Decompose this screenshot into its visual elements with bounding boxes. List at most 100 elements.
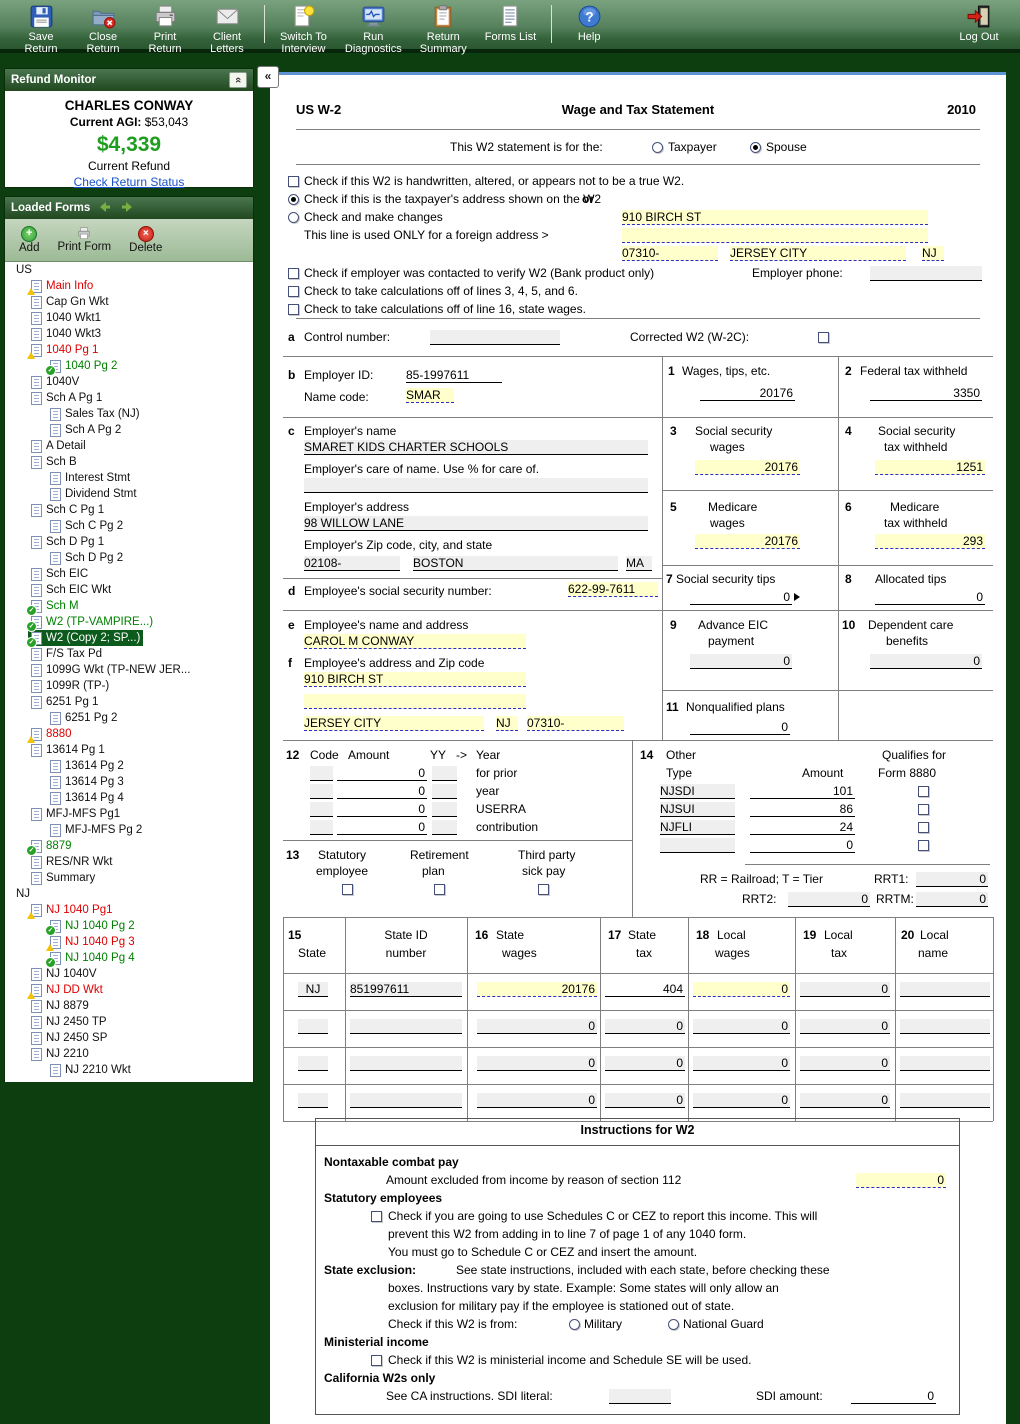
next-form-arrow[interactable]	[120, 201, 134, 216]
tree-item[interactable]: Interest Stmt	[5, 470, 253, 486]
tree-item[interactable]: F/S Tax Pd	[5, 646, 253, 662]
employer-state-field[interactable]: MA	[626, 556, 652, 571]
dependent-care-field[interactable]: 0	[870, 654, 982, 669]
tree-item[interactable]: NJ 2210 Wkt	[5, 1062, 253, 1078]
calc-off-3456-checkbox[interactable]	[288, 286, 299, 297]
employee-street2-field[interactable]	[304, 694, 526, 709]
employer-contacted-checkbox[interactable]	[288, 268, 299, 279]
employee-street-field[interactable]: 910 BIRCH ST	[304, 672, 526, 687]
qualifies-8880-checkbox[interactable]	[918, 804, 929, 815]
box14-type-field[interactable]	[660, 838, 735, 853]
tree-item[interactable]: A Detail	[5, 438, 253, 454]
tree-item[interactable]: 1040V	[5, 374, 253, 390]
state-wages-field[interactable]: 20176	[477, 982, 597, 997]
tree-item[interactable]: 13614 Pg 1	[5, 742, 253, 758]
box12-yy-field[interactable]	[432, 766, 457, 781]
state-field[interactable]	[298, 1019, 328, 1034]
state-id-field[interactable]	[350, 1093, 462, 1108]
box12-amount-field[interactable]: 0	[337, 784, 427, 799]
tree-item[interactable]: 8879	[5, 838, 253, 856]
tree-item[interactable]: 6251 Pg 2	[5, 710, 253, 726]
add-form-button[interactable]: + Add	[19, 225, 39, 255]
tree-item[interactable]: NJ	[5, 886, 253, 902]
box12-code-field[interactable]	[310, 766, 333, 781]
save-return-button[interactable]: Save Return	[19, 3, 63, 55]
qualifies-8880-checkbox[interactable]	[918, 822, 929, 833]
box12-amount-field[interactable]: 0	[337, 820, 427, 835]
employee-name-field[interactable]: CAROL M CONWAY	[304, 634, 526, 649]
box12-yy-field[interactable]	[432, 802, 457, 817]
foreign-address-field[interactable]	[622, 228, 928, 243]
medicare-wages-field[interactable]: 20176	[695, 534, 800, 549]
employer-id-field[interactable]: 85-1997611	[406, 368, 502, 383]
tree-item[interactable]: Sch C Pg 2	[5, 518, 253, 534]
state-tax-field[interactable]: 0	[605, 1019, 685, 1034]
w2-city-field[interactable]: JERSEY CITY	[730, 246, 906, 261]
tree-item[interactable]: 1040 Wkt1	[5, 310, 253, 326]
tree-item[interactable]: 1040 Pg 2	[5, 358, 253, 376]
tree-item[interactable]: NJ 1040 Pg 2	[5, 918, 253, 936]
ss-wages-field[interactable]: 20176	[695, 460, 800, 475]
w2-state-field[interactable]: NJ	[922, 246, 944, 261]
state-wages-field[interactable]: 0	[477, 1093, 597, 1108]
tree-item[interactable]: NJ 8879	[5, 998, 253, 1014]
tree-item[interactable]: 1040 Wkt3	[5, 326, 253, 342]
tree-item[interactable]: Sch B	[5, 454, 253, 470]
local-tax-field[interactable]: 0	[800, 1056, 890, 1071]
qualifies-8880-checkbox[interactable]	[918, 840, 929, 851]
tree-item[interactable]: Sch M	[5, 598, 253, 616]
tree-item[interactable]: NJ 1040 Pg 4	[5, 950, 253, 968]
tree-item[interactable]: US	[5, 262, 253, 278]
return-summary-button[interactable]: Return Summary	[420, 3, 467, 55]
box12-code-field[interactable]	[310, 802, 333, 817]
tree-item[interactable]: Main Info	[5, 278, 253, 295]
corrected-w2-checkbox[interactable]	[818, 332, 829, 343]
employer-city-field[interactable]: BOSTON	[413, 556, 618, 571]
print-form-button[interactable]: Print Form	[57, 226, 111, 254]
state-wages-field[interactable]: 0	[477, 1056, 597, 1071]
local-name-field[interactable]	[900, 1019, 990, 1034]
local-name-field[interactable]	[900, 982, 990, 997]
control-number-field[interactable]	[430, 330, 560, 345]
employer-care-of-field[interactable]	[304, 478, 648, 493]
employee-zip-field[interactable]: 07310-	[527, 716, 624, 731]
box14-amount-field[interactable]: 101	[750, 784, 855, 799]
tree-item[interactable]: Sch EIC Wkt	[5, 582, 253, 598]
state-wages-field[interactable]: 0	[477, 1019, 597, 1034]
state-tax-field[interactable]: 404	[605, 982, 685, 997]
statutory-employee-checkbox[interactable]	[342, 884, 353, 895]
tree-item[interactable]: NJ 2210	[5, 1046, 253, 1062]
box12-amount-field[interactable]: 0	[337, 766, 427, 781]
local-tax-field[interactable]: 0	[800, 982, 890, 997]
local-wages-field[interactable]: 0	[693, 982, 790, 997]
tree-item[interactable]: Sch A Pg 2	[5, 422, 253, 438]
tree-item[interactable]: Sch D Pg 2	[5, 550, 253, 566]
w2-address-field[interactable]: 910 BIRCH ST	[622, 210, 928, 225]
box12-code-field[interactable]	[310, 784, 333, 799]
rrt2-field[interactable]: 0	[788, 892, 870, 907]
tree-item[interactable]: W2 (TP-VAMPIRE...)	[5, 614, 253, 632]
tree-item[interactable]: NJ 1040 Pg 3	[5, 934, 253, 951]
box14-type-field[interactable]: NJSDI	[660, 784, 735, 799]
print-return-button[interactable]: Print Return	[143, 3, 187, 55]
qualifies-8880-checkbox[interactable]	[918, 786, 929, 797]
state-field[interactable]	[298, 1056, 328, 1071]
tree-item[interactable]: Sales Tax (NJ)	[5, 406, 253, 422]
combat-pay-field[interactable]: 0	[856, 1173, 946, 1188]
w2-zip-field[interactable]: 07310-	[622, 246, 718, 261]
tree-item[interactable]: NJ 1040V	[5, 966, 253, 982]
local-wages-field[interactable]: 0	[693, 1019, 790, 1034]
tree-item[interactable]: Sch C Pg 1	[5, 502, 253, 518]
box14-amount-field[interactable]: 24	[750, 820, 855, 835]
tree-item[interactable]: Sch A Pg 1	[5, 390, 253, 406]
employee-ssn-field[interactable]: 622-99-7611	[568, 582, 658, 597]
calc-off-16-checkbox[interactable]	[288, 304, 299, 315]
tree-item[interactable]: 13614 Pg 2	[5, 758, 253, 774]
tree-item[interactable]: NJ 2450 TP	[5, 1014, 253, 1030]
tree-item[interactable]: 8880	[5, 726, 253, 743]
box14-amount-field[interactable]: 0	[750, 838, 855, 853]
collapse-panel-button[interactable]: «	[229, 72, 247, 88]
box14-amount-field[interactable]: 86	[750, 802, 855, 817]
rrt1-field[interactable]: 0	[916, 872, 988, 887]
tree-item[interactable]: NJ 1040 Pg1	[5, 902, 253, 919]
